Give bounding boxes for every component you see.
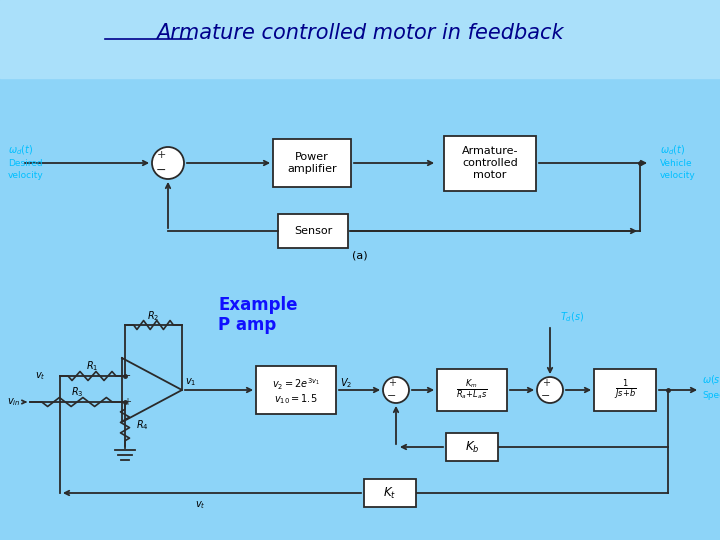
Text: $R_4$: $R_4$ — [136, 418, 149, 432]
Text: +: + — [388, 378, 396, 388]
Text: −: − — [156, 164, 166, 177]
Bar — [278, 214, 348, 248]
Text: +: + — [123, 397, 131, 407]
Text: $\omega_d(t)$: $\omega_d(t)$ — [660, 143, 685, 157]
Text: Desired: Desired — [8, 159, 42, 168]
Text: $v_2 = 2e^{3v_1}$: $v_2 = 2e^{3v_1}$ — [272, 376, 320, 392]
Text: $R_3$: $R_3$ — [71, 385, 84, 399]
Text: $v_t$: $v_t$ — [194, 499, 205, 511]
Text: $R_2$: $R_2$ — [148, 309, 160, 323]
Text: $v_t$: $v_t$ — [35, 370, 45, 382]
Text: $\omega_d(t)$: $\omega_d(t)$ — [8, 143, 33, 157]
Circle shape — [537, 377, 563, 403]
Bar — [446, 433, 498, 461]
Bar — [364, 479, 416, 507]
Text: Armature controlled motor in feedback: Armature controlled motor in feedback — [156, 23, 564, 43]
Text: Sensor: Sensor — [294, 226, 332, 236]
Circle shape — [383, 377, 409, 403]
Bar — [273, 139, 351, 187]
Circle shape — [152, 147, 184, 179]
Text: $\frac{1}{Js\!+\!b}$: $\frac{1}{Js\!+\!b}$ — [613, 378, 636, 402]
Bar — [256, 366, 336, 414]
Text: $T_d(s)$: $T_d(s)$ — [560, 310, 585, 324]
Text: $K_b$: $K_b$ — [464, 440, 480, 455]
Text: $\frac{K_m}{R_a\!+\!L_a s}$: $\frac{K_m}{R_a\!+\!L_a s}$ — [456, 377, 487, 402]
Text: Vehicle: Vehicle — [660, 159, 693, 168]
Text: $v_1$: $v_1$ — [185, 376, 197, 388]
Text: +: + — [156, 150, 166, 160]
Text: +: + — [542, 378, 550, 388]
Bar — [444, 136, 536, 191]
Text: Speed: Speed — [702, 390, 720, 400]
Text: −: − — [122, 371, 132, 381]
Text: $V_2$: $V_2$ — [340, 376, 352, 390]
Text: (a): (a) — [352, 250, 368, 260]
Text: Armature-
controlled
motor: Armature- controlled motor — [462, 146, 518, 180]
Bar — [0, 0, 720, 78]
Text: −: − — [541, 391, 551, 401]
Bar — [594, 369, 656, 411]
Text: $v_{10} = 1.5$: $v_{10} = 1.5$ — [274, 392, 318, 406]
Text: velocity: velocity — [660, 171, 696, 179]
Text: $K_t$: $K_t$ — [384, 485, 397, 501]
Text: $R_1$: $R_1$ — [86, 359, 99, 373]
Bar — [437, 369, 507, 411]
Text: Power
amplifier: Power amplifier — [287, 152, 337, 174]
Text: Example
P amp: Example P amp — [218, 295, 297, 334]
Text: −: − — [387, 391, 397, 401]
Text: $\omega(s)$: $\omega(s)$ — [702, 374, 720, 387]
Text: $v_{in}$: $v_{in}$ — [6, 396, 20, 408]
Text: velocity: velocity — [8, 171, 44, 179]
